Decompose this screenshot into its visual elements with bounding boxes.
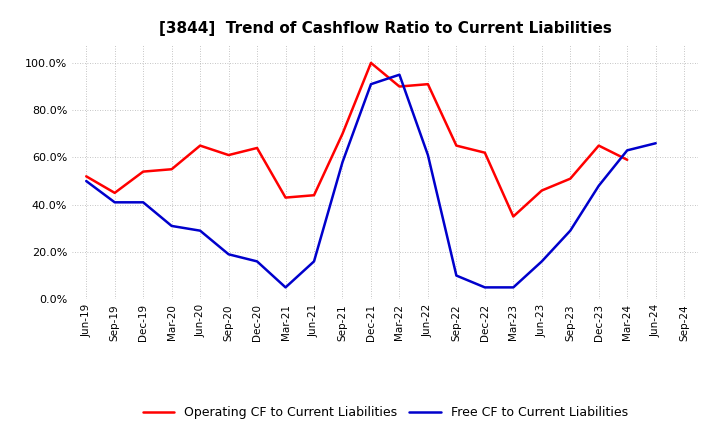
Operating CF to Current Liabilities (225, 152, 233, 158)
Operating CF to Current Liabilities (395, 84, 404, 89)
Free CF to Current Liabilities (652, 141, 660, 146)
Free CF to Current Liabilities (82, 178, 91, 183)
Free CF to Current Liabilities (282, 285, 290, 290)
Free CF to Current Liabilities (395, 72, 404, 77)
Operating CF to Current Liabilities (452, 143, 461, 148)
Operating CF to Current Liabilities (310, 193, 318, 198)
Operating CF to Current Liabilities (110, 190, 119, 195)
Operating CF to Current Liabilities (196, 143, 204, 148)
Operating CF to Current Liabilities (366, 60, 375, 66)
Free CF to Current Liabilities (566, 228, 575, 233)
Operating CF to Current Liabilities (566, 176, 575, 181)
Free CF to Current Liabilities (139, 200, 148, 205)
Legend: Operating CF to Current Liabilities, Free CF to Current Liabilities: Operating CF to Current Liabilities, Fre… (136, 400, 634, 425)
Operating CF to Current Liabilities (167, 167, 176, 172)
Operating CF to Current Liabilities (338, 131, 347, 136)
Free CF to Current Liabilities (537, 259, 546, 264)
Free CF to Current Liabilities (623, 148, 631, 153)
Operating CF to Current Liabilities (509, 214, 518, 219)
Free CF to Current Liabilities (110, 200, 119, 205)
Line: Operating CF to Current Liabilities: Operating CF to Current Liabilities (86, 63, 627, 216)
Operating CF to Current Liabilities (480, 150, 489, 155)
Free CF to Current Liabilities (196, 228, 204, 233)
Free CF to Current Liabilities (338, 160, 347, 165)
Free CF to Current Liabilities (366, 81, 375, 87)
Free CF to Current Liabilities (253, 259, 261, 264)
Free CF to Current Liabilities (167, 224, 176, 229)
Operating CF to Current Liabilities (253, 145, 261, 150)
Free CF to Current Liabilities (225, 252, 233, 257)
Line: Free CF to Current Liabilities: Free CF to Current Liabilities (86, 75, 656, 287)
Operating CF to Current Liabilities (139, 169, 148, 174)
Free CF to Current Liabilities (595, 183, 603, 188)
Free CF to Current Liabilities (452, 273, 461, 278)
Operating CF to Current Liabilities (82, 174, 91, 179)
Operating CF to Current Liabilities (623, 157, 631, 162)
Free CF to Current Liabilities (509, 285, 518, 290)
Operating CF to Current Liabilities (282, 195, 290, 200)
Free CF to Current Liabilities (310, 259, 318, 264)
Operating CF to Current Liabilities (423, 81, 432, 87)
Operating CF to Current Liabilities (595, 143, 603, 148)
Title: [3844]  Trend of Cashflow Ratio to Current Liabilities: [3844] Trend of Cashflow Ratio to Curren… (159, 21, 611, 36)
Operating CF to Current Liabilities (537, 188, 546, 193)
Free CF to Current Liabilities (480, 285, 489, 290)
Free CF to Current Liabilities (423, 152, 432, 158)
